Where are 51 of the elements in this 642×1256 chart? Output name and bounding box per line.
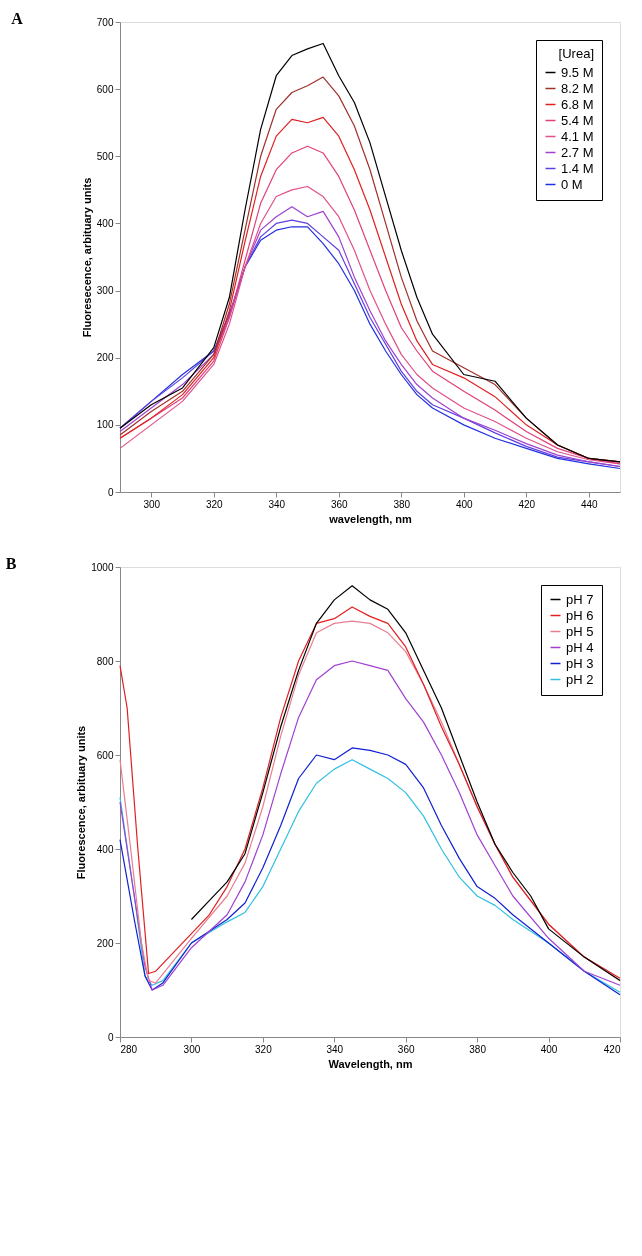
legend-label: pH 7 [566,591,594,607]
legend-label: pH 2 [566,671,594,687]
y-tick-label: 1000 [91,561,114,573]
legend-label: pH 5 [566,623,594,639]
legend-label: 0 M [561,176,583,192]
x-tick-label: 300 [143,498,161,510]
y-tick-label: 500 [96,150,114,162]
x-tick-label: 400 [540,1043,558,1055]
x-tick-label: 340 [268,498,286,510]
x-tick-label: 360 [397,1043,415,1055]
x-tick-label: 320 [255,1043,273,1055]
y-axis-title: Fluoresecence, arbituary units [80,177,93,338]
x-tick-label: 420 [603,1043,621,1055]
x-axis-title: wavelength, nm [328,512,412,525]
legend-label: 8.2 M [561,80,594,96]
legend-label: 5.4 M [561,112,594,128]
legend-label: pH 3 [566,655,594,671]
x-tick-label: 380 [469,1043,487,1055]
y-tick-label: 400 [96,217,114,229]
y-tick-label: 300 [96,285,114,297]
legend-label: 9.5 M [561,64,594,80]
y-tick-label: 200 [96,937,114,949]
legend-title: [Urea] [558,46,594,61]
x-tick-label: 280 [120,1043,138,1055]
y-tick-label: 600 [96,749,114,761]
y-tick-label: 800 [96,655,114,667]
x-tick-label: 380 [393,498,411,510]
legend-label: pH 4 [566,639,594,655]
x-axis-title: Wavelength, nm [328,1057,413,1070]
x-tick-label: 400 [455,498,474,510]
legend-label: pH 6 [566,607,594,623]
y-tick-label: 0 [107,1031,114,1043]
y-tick-label: 400 [96,843,114,855]
y-tick-label: 600 [96,83,114,95]
x-tick-label: 420 [518,498,536,510]
y-tick-label: 200 [96,352,114,364]
legend-label: 2.7 M [561,144,594,160]
x-tick-label: 340 [326,1043,344,1055]
chart-title: B [5,555,17,572]
x-tick-label: 320 [205,498,224,510]
x-tick-label: 440 [580,498,599,510]
y-tick-label: 100 [96,419,114,431]
chart-title: A [11,10,24,27]
legend-label: 6.8 M [561,96,594,112]
y-tick-label: 0 [107,486,114,498]
y-tick-label: 700 [96,16,114,28]
legend-label: 4.1 M [561,128,594,144]
y-axis-title: Fluorescence, arbituary units [75,725,88,880]
legend-label: 1.4 M [561,160,594,176]
x-tick-label: 360 [330,498,349,510]
x-tick-label: 300 [183,1043,201,1055]
